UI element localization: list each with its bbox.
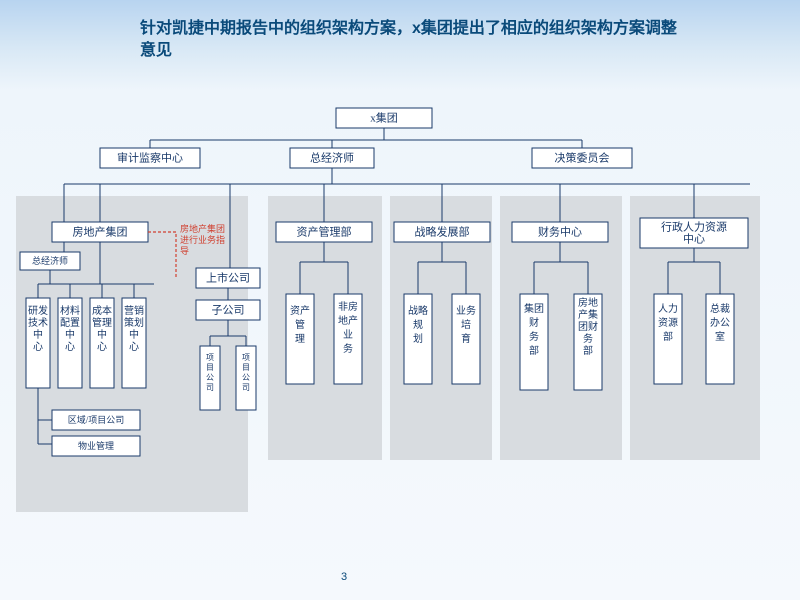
svg-text:成本: 成本 [92,304,112,317]
svg-text:部: 部 [529,344,539,357]
svg-text:育: 育 [461,332,471,345]
svg-text:人力: 人力 [658,302,678,315]
svg-text:研发: 研发 [28,304,48,317]
svg-text:办公: 办公 [710,316,730,329]
svg-text:心: 心 [97,341,107,353]
asset-leaf-0: 资产管理 [286,294,314,384]
page-number: 3 [341,571,347,583]
svg-text:公: 公 [206,373,214,382]
finance-leaf-0: 集团财务部 [520,294,548,390]
strategy-leaf-1: 业务培育 [452,294,480,384]
asset-leaf-1: 非房地产业务 [334,294,362,384]
node-decision-label: 决策委员会 [555,151,610,165]
svg-text:公: 公 [242,373,250,382]
svg-text:理: 理 [295,333,305,345]
node-listed-label: 上市公司 [206,271,250,285]
svg-text:管: 管 [295,318,305,331]
node-re-property-label: 物业管理 [78,440,114,451]
svg-text:行政人力资源: 行政人力资源 [661,220,727,234]
svg-text:总裁: 总裁 [710,302,730,315]
svg-text:策划: 策划 [124,316,144,329]
annotation-text: 房地产集团 [180,223,225,234]
svg-text:室: 室 [715,330,725,343]
node-chief-eco-label: 总经济师 [310,151,354,165]
node-re-chief-label: 总经济师 [32,255,68,266]
svg-text:目: 目 [206,363,214,372]
svg-text:房地: 房地 [578,296,598,309]
svg-text:项: 项 [206,353,214,362]
hr-leaf-0: 人力资源部 [654,294,682,384]
svg-text:中心: 中心 [683,233,705,246]
svg-text:技术: 技术 [28,316,48,329]
svg-text:司: 司 [206,383,214,392]
svg-text:集团: 集团 [524,302,544,315]
svg-text:规: 规 [413,318,423,331]
re-sub-3: 营销策划中心 [122,298,146,388]
svg-text:导: 导 [180,246,189,256]
svg-text:中: 中 [33,328,43,341]
node-finance-label: 财务中心 [538,225,582,239]
svg-text:业务: 业务 [456,304,476,317]
finance-leaf-1: 房地产集团财务部 [574,294,602,390]
svg-text:团财: 团财 [578,320,598,333]
svg-text:部: 部 [583,344,593,357]
svg-text:划: 划 [413,332,423,345]
org-chart: x集团 审计监察中心 总经济师 决策委员会 房地产集团 总经济师 研发技术中心 … [0,0,800,600]
svg-text:财: 财 [529,316,539,329]
svg-text:司: 司 [242,383,250,392]
svg-text:进行业务指: 进行业务指 [180,234,225,245]
node-root-label: x集团 [370,111,398,125]
svg-text:心: 心 [65,341,75,353]
svg-text:资源: 资源 [658,316,678,329]
svg-text:非房: 非房 [338,300,358,313]
svg-text:营销: 营销 [124,304,144,317]
svg-text:中: 中 [129,328,139,341]
svg-text:项: 项 [242,353,250,362]
strategy-leaf-0: 战略规划 [404,294,432,384]
node-realestate-label: 房地产集团 [73,225,128,239]
svg-text:心: 心 [33,341,43,353]
svg-text:管理: 管理 [92,316,112,329]
svg-text:材料: 材料 [60,304,80,317]
re-sub-1: 材料配置中心 [58,298,82,388]
re-sub-2: 成本管理中心 [90,298,114,388]
hr-leaf-1: 总裁办公室 [706,294,734,384]
listed-leaf-0: 项目公司 [200,346,220,410]
svg-text:中: 中 [97,328,107,341]
svg-text:心: 心 [129,341,139,353]
node-strategy-label: 战略发展部 [415,225,470,239]
svg-text:中: 中 [65,328,75,341]
listed-leaf-1: 项目公司 [236,346,256,410]
svg-text:目: 目 [242,363,250,372]
svg-text:务: 务 [529,330,539,343]
node-audit-label: 审计监察中心 [117,151,183,165]
node-asset-label: 资产管理部 [297,225,352,239]
node-re-regional-label: 区域/项目公司 [68,414,125,425]
re-sub-0: 研发技术中心 [26,298,50,388]
svg-text:务: 务 [343,342,353,355]
svg-text:地产: 地产 [338,314,358,327]
svg-text:产集: 产集 [578,308,598,321]
svg-text:务: 务 [583,332,593,345]
svg-text:培: 培 [461,318,471,331]
svg-text:部: 部 [663,330,673,343]
svg-text:业: 业 [343,329,353,341]
svg-text:配置: 配置 [60,317,80,329]
svg-text:资产: 资产 [290,304,310,317]
node-sub-label: 子公司 [212,304,245,317]
svg-text:战略: 战略 [408,304,428,317]
